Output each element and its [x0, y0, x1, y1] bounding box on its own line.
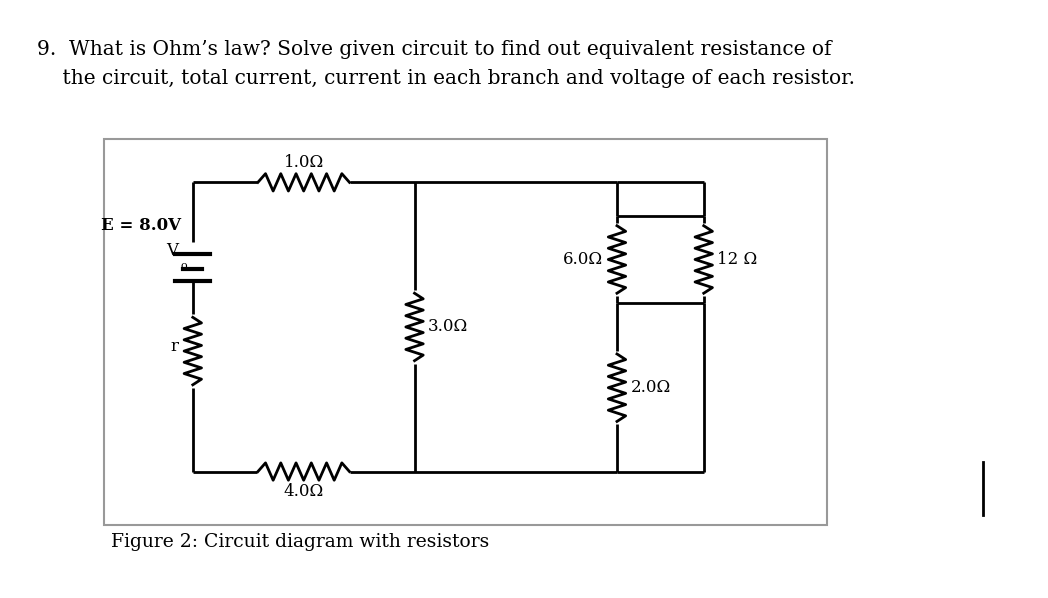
Text: E = 8.0V: E = 8.0V: [102, 217, 181, 234]
Text: 4.0Ω: 4.0Ω: [284, 483, 324, 500]
Text: Figure 2: Circuit diagram with resistors: Figure 2: Circuit diagram with resistors: [111, 533, 489, 551]
Text: 6.0Ω: 6.0Ω: [564, 251, 604, 268]
Text: 2.0Ω: 2.0Ω: [631, 379, 671, 396]
Text: 9.  What is Ohm’s law? Solve given circuit to find out equivalent resistance of: 9. What is Ohm’s law? Solve given circui…: [37, 39, 831, 59]
Text: o: o: [180, 261, 187, 271]
Text: 3.0Ω: 3.0Ω: [428, 319, 468, 335]
Text: 12 Ω: 12 Ω: [717, 251, 758, 268]
Text: the circuit, total current, current in each branch and voltage of each resistor.: the circuit, total current, current in e…: [37, 69, 854, 87]
Bar: [104, 139, 827, 524]
Text: r: r: [171, 338, 178, 355]
Text: 1.0Ω: 1.0Ω: [284, 154, 324, 171]
Text: V: V: [167, 242, 178, 260]
